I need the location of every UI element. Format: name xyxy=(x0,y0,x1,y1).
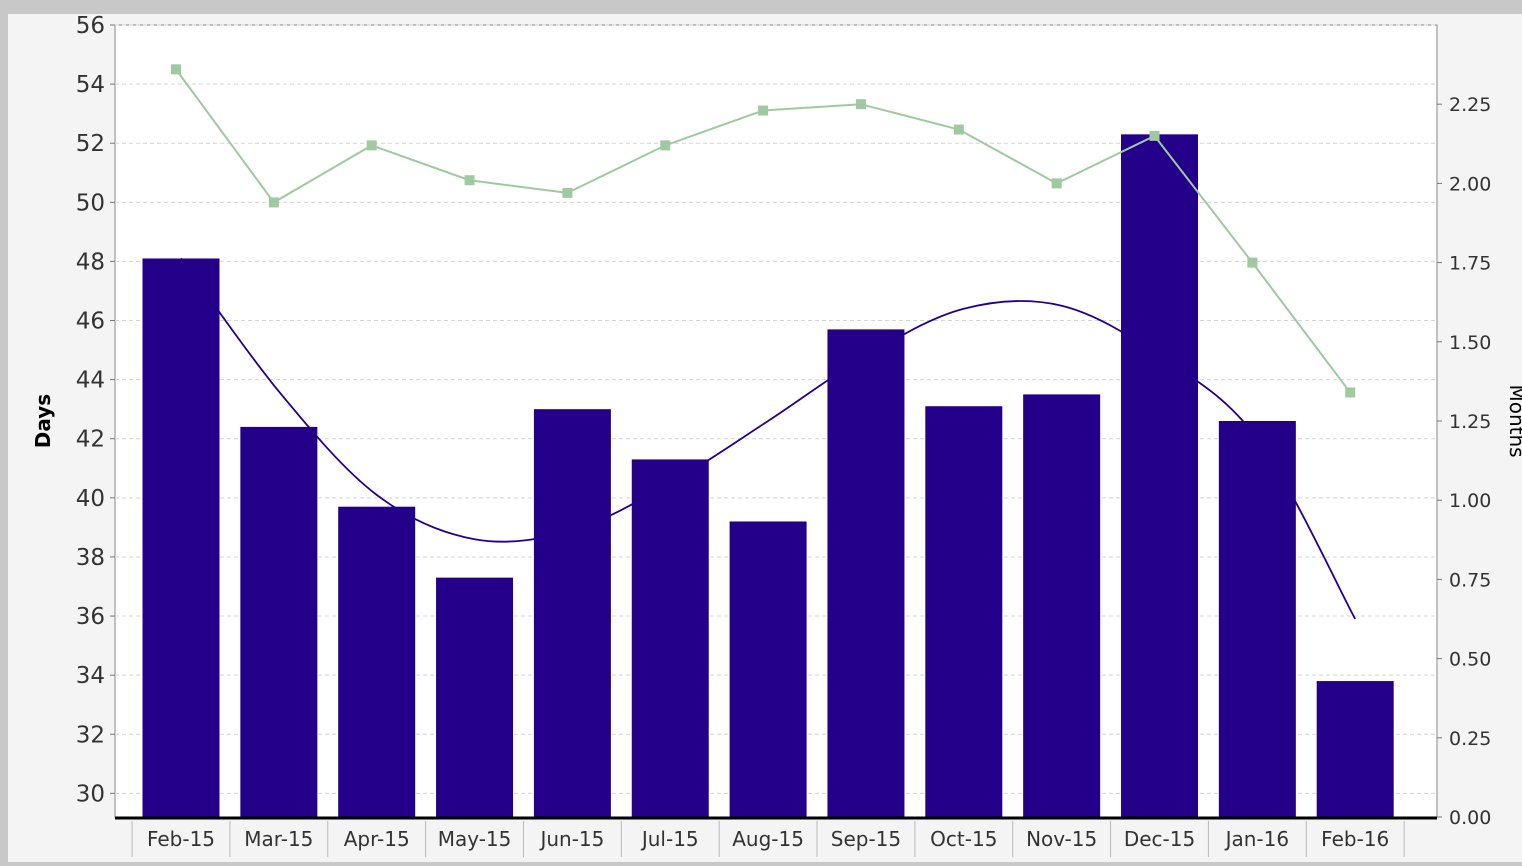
right-tick-label: 0.50 xyxy=(1449,649,1491,671)
x-tick-label: Feb-15 xyxy=(147,827,215,851)
x-tick-label: Sep-15 xyxy=(831,827,901,851)
left-tick-label: 46 xyxy=(76,309,105,335)
bar xyxy=(827,329,905,817)
combo-chart: 30 32 34 36 38 40 42 44 46 48 50 52 54 56 0.00 0.25 0.5… xyxy=(31,13,1522,857)
x-tick-label: Jan-16 xyxy=(1224,827,1290,851)
months-marker xyxy=(1149,130,1160,141)
right-tick-label: 0.25 xyxy=(1449,728,1491,750)
right-tick-label: 1.25 xyxy=(1449,411,1491,433)
bar xyxy=(240,426,318,817)
grid-lines xyxy=(115,24,1437,794)
left-tick-label: 50 xyxy=(76,190,105,216)
left-tick-label: 42 xyxy=(76,427,105,453)
x-tick-label: Feb-16 xyxy=(1321,827,1389,851)
x-tick-label: Nov-15 xyxy=(1026,827,1097,851)
months-marker xyxy=(366,140,377,151)
bar-series xyxy=(142,134,1394,818)
bar xyxy=(1218,421,1296,817)
left-tick-label: 56 xyxy=(76,14,105,39)
months-marker xyxy=(855,99,866,110)
right-tick-label: 1.75 xyxy=(1449,253,1491,275)
right-tick-label: 0.75 xyxy=(1449,569,1491,591)
x-tick-label: Mar-15 xyxy=(244,827,313,851)
x-tick-label: Apr-15 xyxy=(344,827,410,851)
months-marker xyxy=(953,124,964,135)
left-tick-label: 40 xyxy=(76,486,105,512)
bar xyxy=(436,577,514,817)
x-tick-label: Jun-15 xyxy=(538,827,604,851)
left-tick-label: 38 xyxy=(76,545,105,571)
left-tick-label: 32 xyxy=(76,722,105,748)
months-marker xyxy=(268,197,279,208)
bar xyxy=(142,258,220,818)
bar xyxy=(925,406,1003,817)
bar xyxy=(1316,681,1394,817)
left-axis: 30 32 34 36 38 40 42 44 46 48 50 52 54 56 xyxy=(76,13,115,807)
months-marker xyxy=(1345,387,1356,398)
right-axis: 0.00 0.25 0.50 0.75 1.00 1.25 1.50 1.75 2.00 2.25 xyxy=(1437,94,1491,829)
bar xyxy=(631,459,709,817)
left-tick-label: 30 xyxy=(76,781,105,807)
left-tick-label: 54 xyxy=(76,72,105,98)
chart-panel: 30 32 34 36 38 40 42 44 46 48 50 52 54 56 0.00 0.25 0.5… xyxy=(8,13,1522,862)
bar xyxy=(1121,134,1198,818)
right-axis-label: Months xyxy=(1505,384,1522,457)
bar xyxy=(1023,394,1101,817)
x-tick-label: Oct-15 xyxy=(930,827,997,851)
months-marker xyxy=(562,187,573,198)
right-tick-label: 2.25 xyxy=(1449,94,1491,116)
x-tick-label: Jul-15 xyxy=(640,827,699,851)
left-tick-label: 48 xyxy=(76,249,105,275)
months-marker xyxy=(758,105,769,116)
x-axis: Feb-15 Mar-15 Apr-15 May-15 Jun-15 Jul-15 Aug-… xyxy=(115,816,1437,857)
x-tick-label: May-15 xyxy=(438,827,512,851)
left-axis-label: Days xyxy=(31,394,55,448)
x-tick-label: Dec-15 xyxy=(1124,827,1195,851)
left-tick-label: 34 xyxy=(76,663,105,689)
right-tick-label: 0.00 xyxy=(1449,807,1491,829)
bar xyxy=(533,409,611,817)
months-marker xyxy=(1051,178,1062,189)
left-tick-label: 36 xyxy=(76,604,105,630)
months-marker xyxy=(1247,257,1258,268)
bar xyxy=(729,521,807,817)
right-tick-label: 1.50 xyxy=(1449,332,1491,354)
months-marker xyxy=(660,140,671,151)
line-series xyxy=(171,64,1356,620)
left-tick-label: 44 xyxy=(76,368,105,394)
trend-line xyxy=(180,257,1356,620)
months-marker xyxy=(171,64,181,75)
left-tick-label: 52 xyxy=(76,131,105,157)
x-tick-label: Aug-15 xyxy=(732,827,804,851)
right-tick-label: 2.00 xyxy=(1449,173,1491,195)
months-marker xyxy=(464,175,475,186)
bar xyxy=(338,506,416,817)
right-tick-label: 1.00 xyxy=(1449,490,1491,512)
